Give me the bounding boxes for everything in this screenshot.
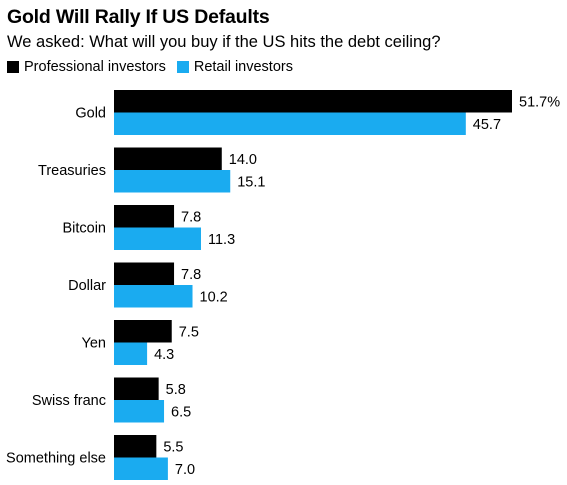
bar-professional-dollar [114, 262, 175, 285]
value-label-professional-gold: 51.7% [519, 94, 560, 110]
bar-professional-something-else [114, 435, 157, 458]
legend-swatch-retail [176, 61, 189, 73]
value-label-professional-dollar: 7.8 [181, 267, 201, 283]
legend-item-professional: Professional investors [7, 59, 166, 75]
legend-label-professional: Professional investors [24, 59, 166, 75]
category-label-dollar: Dollar [68, 278, 106, 294]
value-label-retail-something-else: 7.0 [175, 462, 195, 478]
legend-label-retail: Retail investors [193, 59, 293, 75]
bar-retail-dollar [114, 285, 193, 308]
bar-retail-treasuries [114, 170, 231, 193]
bar-professional-treasuries [114, 147, 222, 170]
value-label-professional-something-else: 5.5 [163, 439, 183, 455]
category-label-something-else: Something else [6, 451, 106, 467]
value-label-retail-yen: 4.3 [154, 347, 174, 363]
value-label-retail-dollar: 10.2 [200, 289, 228, 305]
value-label-retail-treasuries: 15.1 [237, 174, 265, 190]
value-label-professional-yen: 7.5 [179, 324, 199, 340]
legend-item-retail: Retail investors [176, 59, 293, 75]
bar-retail-something-else [114, 457, 168, 480]
category-label-yen: Yen [82, 336, 106, 352]
chart-title: Gold Will Rally If US Defaults [7, 6, 270, 28]
value-label-professional-bitcoin: 7.8 [181, 209, 201, 225]
category-label-bitcoin: Bitcoin [62, 221, 106, 237]
bar-retail-bitcoin [114, 227, 201, 250]
bar-professional-gold [114, 90, 512, 113]
legend-swatch-professional [7, 61, 19, 73]
bar-professional-swiss-franc [114, 377, 159, 400]
legend: Professional investors Retail investors [7, 59, 304, 75]
value-label-retail-swiss-franc: 6.5 [171, 404, 191, 420]
value-label-professional-swiss-franc: 5.8 [166, 382, 186, 398]
category-label-gold: Gold [75, 106, 106, 122]
bar-retail-gold [114, 112, 466, 135]
category-label-treasuries: Treasuries [38, 163, 106, 179]
bar-retail-yen [114, 342, 148, 365]
bar-professional-yen [114, 320, 172, 343]
bar-retail-swiss-franc [114, 400, 165, 423]
value-label-professional-treasuries: 14.0 [229, 152, 257, 168]
value-label-retail-gold: 45.7 [473, 117, 501, 133]
chart-subtitle: We asked: What will you buy if the US hi… [7, 33, 441, 51]
bar-professional-bitcoin [114, 205, 175, 228]
value-label-retail-bitcoin: 11.3 [208, 232, 235, 248]
category-label-swiss-franc: Swiss franc [32, 393, 106, 409]
